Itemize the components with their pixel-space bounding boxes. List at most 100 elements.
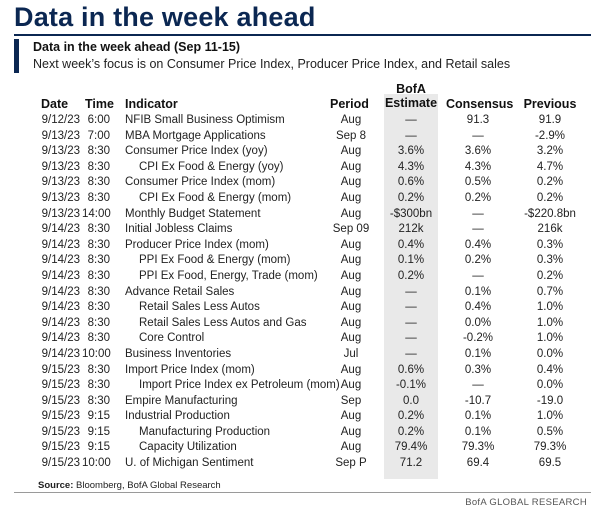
cell-previous: 0.3% — [536, 254, 564, 267]
cell-bofa-estimate: — — [405, 347, 417, 360]
header-bofa-line1: BofA — [396, 82, 426, 96]
table-row: 9/14/23 8:30 Producer Price Index (mom) Aug… — [0, 238, 599, 254]
cell-consensus: 91.3 — [466, 114, 490, 126]
cell-bofa-estimate: — — [405, 129, 417, 142]
cell-period: Aug — [340, 191, 362, 204]
cell-previous: 216k — [537, 223, 563, 236]
cell-time: 8:30 — [87, 394, 110, 407]
cell-time: 8:30 — [87, 285, 110, 298]
header-date: Date — [41, 97, 69, 111]
cell-time: 8:30 — [87, 254, 110, 267]
cell-indicator: Consumer Price Index (mom) — [125, 176, 276, 189]
cell-date: 9/15/23 — [41, 379, 80, 392]
cell-time: 8:30 — [87, 301, 110, 314]
cell-indicator: Retail Sales Less Autos and Gas — [139, 316, 307, 329]
cell-period: Aug — [340, 114, 362, 126]
cell-time: 8:30 — [87, 238, 110, 251]
cell-date: 9/13/23 — [41, 191, 80, 204]
header-bofa-line2: Estimate — [384, 96, 438, 110]
table-row: 9/14/23 8:30 Core Control Aug — -0.2% 1.0% — [0, 331, 599, 347]
cell-period: Sep 8 — [335, 129, 367, 142]
cell-period: Aug — [340, 425, 362, 438]
cell-date: 9/15/23 — [41, 441, 80, 454]
cell-period: Aug — [340, 238, 362, 251]
source-label: Source: — [38, 480, 74, 491]
cell-bofa-estimate: 0.6% — [397, 363, 425, 376]
cell-consensus: 0.0% — [464, 316, 492, 329]
cell-indicator: Capacity Utilization — [139, 441, 237, 454]
cell-period: Aug — [340, 207, 362, 220]
cell-date: 9/13/23 — [41, 207, 80, 220]
cell-indicator: NFIB Small Business Optimism — [125, 114, 285, 126]
cell-indicator: CPI Ex Food & Energy (mom) — [139, 191, 292, 204]
table-row: 9/15/23 8:30 Empire Manufacturing Sep 0.0 -10… — [0, 394, 599, 410]
table-row: 9/14/23 8:30 Retail Sales Less Autos Aug — 0.… — [0, 300, 599, 316]
cell-consensus: 0.5% — [464, 176, 492, 189]
cell-bofa-estimate: 4.3% — [397, 160, 425, 173]
cell-time: 8:30 — [87, 160, 110, 173]
cell-period: Aug — [340, 332, 362, 345]
cell-indicator: Advance Retail Sales — [125, 285, 235, 298]
cell-indicator: Producer Price Index (mom) — [125, 238, 269, 251]
cell-date: 9/15/23 — [41, 425, 80, 438]
cell-consensus: 0.1% — [464, 347, 492, 360]
table-row: 9/15/23 9:15 Capacity Utilization Aug 79.4% 7… — [0, 440, 599, 456]
table-row: 9/15/23 8:30 Import Price Index ex Petrole… — [0, 378, 599, 394]
cell-period: Sep — [340, 394, 362, 407]
cell-date: 9/15/23 — [41, 394, 80, 407]
cell-consensus: — — [472, 129, 484, 142]
table-row: 9/14/23 8:30 Retail Sales Less Autos and G… — [0, 316, 599, 332]
title-divider — [14, 34, 591, 36]
cell-previous: 91.9 — [538, 114, 562, 126]
table-row: 9/12/23 6:00 NFIB Small Business Optimism A… — [0, 113, 599, 129]
table-row: 9/15/23 10:00 U. of Michigan Sentiment Sep … — [0, 456, 599, 472]
table-row: 9/13/23 14:00 Monthly Budget Statement Aug -… — [0, 207, 599, 223]
cell-period: Aug — [340, 363, 362, 376]
table-row: 9/13/23 8:30 CPI Ex Food & Energy (yoy) Aug… — [0, 160, 599, 176]
cell-period: Aug — [340, 285, 362, 298]
cell-previous: 69.5 — [538, 457, 562, 470]
cell-indicator: Business Inventories — [125, 347, 232, 360]
cell-date: 9/13/23 — [41, 129, 80, 142]
table-row: 9/13/23 8:30 Consumer Price Index (yoy) Aug… — [0, 144, 599, 160]
table-row: 9/13/23 8:30 CPI Ex Food & Energy (mom) Aug… — [0, 191, 599, 207]
cell-previous: 0.4% — [536, 363, 564, 376]
cell-bofa-estimate: 212k — [398, 223, 424, 236]
subtitle-accent-bar — [14, 39, 19, 73]
cell-date: 9/14/23 — [41, 301, 80, 314]
cell-indicator: Retail Sales Less Autos — [139, 301, 260, 314]
cell-time: 8:30 — [87, 191, 110, 204]
table-subtitle: Data in the week ahead (Sep 11-15) — [33, 40, 241, 54]
cell-period: Jul — [343, 347, 359, 360]
cell-indicator: PPI Ex Food, Energy, Trade (mom) — [139, 269, 318, 282]
table-row: 9/14/23 10:00 Business Inventories Jul — 0.1%… — [0, 347, 599, 363]
cell-previous: 0.2% — [536, 176, 564, 189]
brand-footer: BofA GLOBAL RESEARCH — [465, 497, 587, 508]
cell-bofa-estimate: -0.1% — [395, 379, 427, 392]
table-row: 9/14/23 8:30 PPI Ex Food & Energy (mom) Aug… — [0, 253, 599, 269]
header-bofa-estimate: BofA Estimate — [384, 82, 438, 110]
cell-indicator: Consumer Price Index (yoy) — [125, 145, 268, 158]
cell-time: 9:15 — [87, 425, 110, 438]
cell-indicator: MBA Mortgage Applications — [125, 129, 266, 142]
cell-consensus: 79.3% — [461, 441, 495, 454]
cell-period: Aug — [340, 176, 362, 189]
cell-indicator: Initial Jobless Claims — [125, 223, 233, 236]
cell-bofa-estimate: — — [405, 285, 417, 298]
cell-indicator: Industrial Production — [125, 410, 230, 423]
cell-time: 8:30 — [87, 379, 110, 392]
cell-consensus: — — [472, 207, 484, 220]
cell-consensus: 0.3% — [464, 363, 492, 376]
cell-consensus: 0.2% — [464, 191, 492, 204]
cell-consensus: 0.4% — [464, 301, 492, 314]
cell-time: 9:15 — [87, 410, 110, 423]
header-consensus: Consensus — [446, 97, 514, 111]
cell-previous: -19.0 — [536, 394, 564, 407]
cell-date: 9/14/23 — [41, 254, 80, 267]
cell-bofa-estimate: 0.6% — [397, 176, 425, 189]
cell-previous: 1.0% — [536, 410, 564, 423]
cell-previous: 0.0% — [536, 379, 564, 392]
cell-date: 9/14/23 — [41, 238, 80, 251]
cell-consensus: -0.2% — [462, 332, 494, 345]
cell-bofa-estimate: — — [405, 332, 417, 345]
